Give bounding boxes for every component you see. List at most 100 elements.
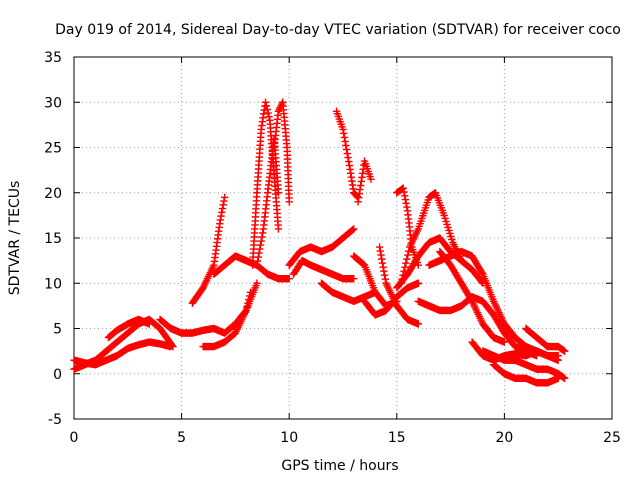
data-point (285, 275, 293, 283)
series-arc-low-a (70, 338, 175, 369)
data-point (400, 192, 409, 200)
data-point (560, 347, 569, 355)
data-point (265, 113, 273, 121)
data-point (258, 229, 267, 237)
data-point (255, 249, 263, 257)
data-point (441, 214, 449, 223)
data-point (262, 102, 271, 110)
series-arc-late-6 (522, 324, 569, 355)
data-point (350, 275, 358, 283)
data-point (253, 279, 261, 287)
data-point (375, 243, 384, 251)
x-tick-label: 20 (495, 430, 513, 446)
data-point (169, 342, 177, 351)
series-arc-mid-6 (375, 243, 423, 328)
data-point (218, 204, 227, 213)
data-point (245, 295, 253, 304)
series-arc-low-c (104, 315, 154, 342)
x-tick-label: 0 (70, 430, 79, 446)
data-point (341, 137, 349, 146)
data-point (380, 267, 388, 275)
data-point (414, 320, 423, 328)
series-arc-mid-3 (317, 279, 379, 306)
data-point (401, 263, 409, 271)
data-point (220, 193, 229, 201)
data-point (256, 241, 265, 249)
y-tick-label: 15 (44, 231, 62, 247)
data-point (339, 125, 347, 134)
data-point (414, 279, 423, 287)
data-point (345, 157, 353, 166)
series-arc-late-5 (489, 361, 562, 387)
data-point (401, 195, 410, 204)
data-point (404, 251, 412, 259)
data-point (379, 263, 387, 271)
data-point (343, 149, 352, 158)
y-tick-label: -5 (48, 412, 62, 428)
data-point (264, 109, 272, 117)
data-point (445, 226, 453, 235)
data-point (442, 217, 450, 226)
series-arc-low-d (156, 279, 261, 337)
data-point (402, 199, 410, 208)
data-point (274, 225, 283, 233)
data-point (219, 201, 227, 209)
y-tick-label: 30 (44, 95, 62, 111)
data-point (443, 220, 451, 229)
x-tick-label: 25 (603, 430, 621, 446)
data-point (285, 198, 293, 206)
data-point (263, 105, 271, 114)
data-point (405, 247, 413, 255)
data-point (145, 320, 154, 328)
data-point (253, 261, 261, 269)
series-arc-late-7 (479, 347, 569, 382)
series-arc-peak-4 (332, 107, 362, 201)
series-arc-rise-1 (188, 193, 229, 307)
data-point (217, 212, 225, 220)
series-arc-mid-2 (289, 256, 358, 283)
data-point (253, 257, 262, 265)
y-tick-label: 10 (44, 276, 62, 292)
grid (74, 57, 612, 419)
series-arc-peak-3 (270, 98, 293, 206)
data-point (243, 303, 251, 311)
y-tick-label: 25 (44, 141, 62, 157)
data-point (403, 203, 411, 211)
data-point (380, 271, 389, 279)
data-point (444, 223, 452, 232)
y-tick-label: 0 (53, 367, 62, 383)
data-point (367, 175, 375, 183)
data-point (500, 338, 509, 346)
series-arc-low-b (70, 315, 177, 373)
y-tick-label: 5 (53, 322, 62, 338)
y-tick-label: 35 (44, 50, 62, 66)
data-point (554, 356, 562, 364)
data-point (342, 145, 351, 154)
data-point (456, 256, 465, 264)
y-axis-label: SDTVAR / TECUs (7, 181, 23, 296)
data-point (457, 256, 466, 265)
series-arc-low-e (199, 288, 255, 351)
x-axis-label: GPS time / hours (281, 458, 398, 474)
data-point (381, 275, 390, 283)
data-point (440, 211, 448, 220)
data-point (246, 288, 255, 296)
series-arc-peak-5 (354, 157, 375, 206)
data-point (261, 98, 270, 106)
data-point (560, 374, 569, 382)
data-point (216, 216, 225, 224)
data-point (340, 129, 348, 138)
data-point (245, 292, 254, 300)
data-point (218, 208, 226, 217)
data-point (448, 235, 456, 244)
data-point (350, 225, 358, 233)
data-point (344, 153, 352, 162)
data-point (399, 184, 407, 192)
data-point (376, 247, 385, 255)
axis-ticks: 0 5 10 15 20 25 -5 0 5 10 15 20 25 30 35 (44, 50, 621, 446)
data-point (402, 259, 410, 267)
data-point (242, 306, 250, 315)
series-arc-peak-2 (253, 134, 283, 269)
data-point (377, 251, 385, 259)
